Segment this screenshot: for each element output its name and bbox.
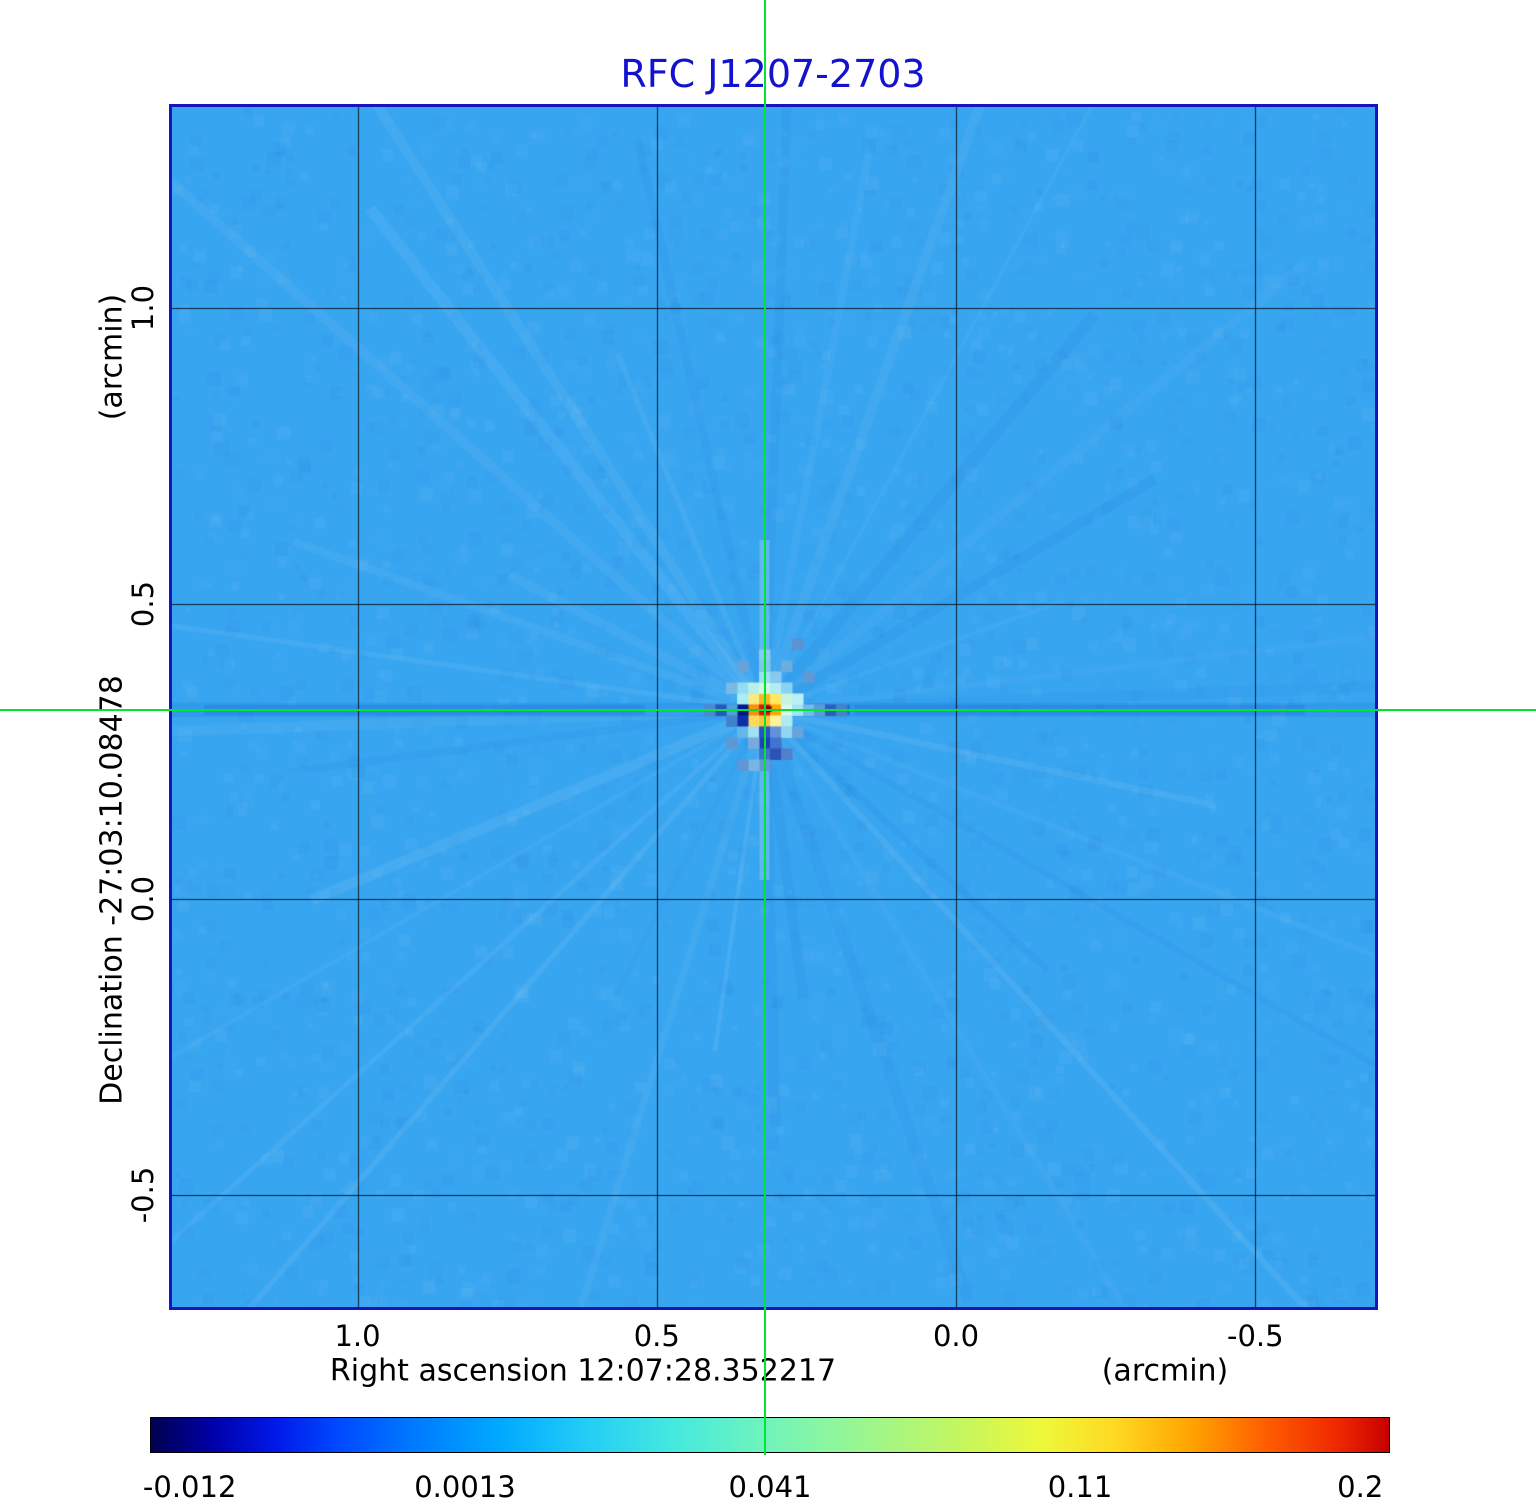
crosshair-horizontal-line: [0, 709, 1536, 711]
colorbar-tick-label: 0.041: [728, 1470, 812, 1504]
x-tick-label: 0.0: [932, 1319, 980, 1353]
x-tick-label: 0.5: [633, 1319, 680, 1353]
sky-image-canvas: [172, 107, 1375, 1307]
y-axis-unit-label: (arcmin): [94, 293, 130, 421]
y-tick-label: 1.0: [126, 284, 160, 332]
colorbar-tick-label: -0.012: [142, 1470, 237, 1504]
y-axis-label: Declination -27:03:10.08478: [94, 675, 130, 1105]
colorbar-tick-label: 0.11: [1047, 1470, 1113, 1504]
crosshair-vertical-line: [764, 0, 766, 1455]
x-tick-label: 1.0: [334, 1319, 381, 1353]
x-tick-label: -0.5: [1227, 1319, 1284, 1353]
plot-title: RFC J1207-2703: [620, 52, 926, 96]
x-axis-label: Right ascension 12:07:28.352217: [329, 1353, 837, 1389]
y-tick-label: -0.5: [126, 1166, 160, 1223]
colorbar-tick-label: 0.2: [1337, 1470, 1384, 1504]
y-tick-label: 0.5: [126, 580, 160, 627]
y-tick-label: 0.0: [126, 876, 160, 923]
colorbar-tick-label: 0.0013: [414, 1470, 516, 1504]
plot-area: [169, 104, 1378, 1310]
colorbar: [150, 1417, 1390, 1453]
x-axis-unit-label: (arcmin): [1101, 1353, 1229, 1389]
